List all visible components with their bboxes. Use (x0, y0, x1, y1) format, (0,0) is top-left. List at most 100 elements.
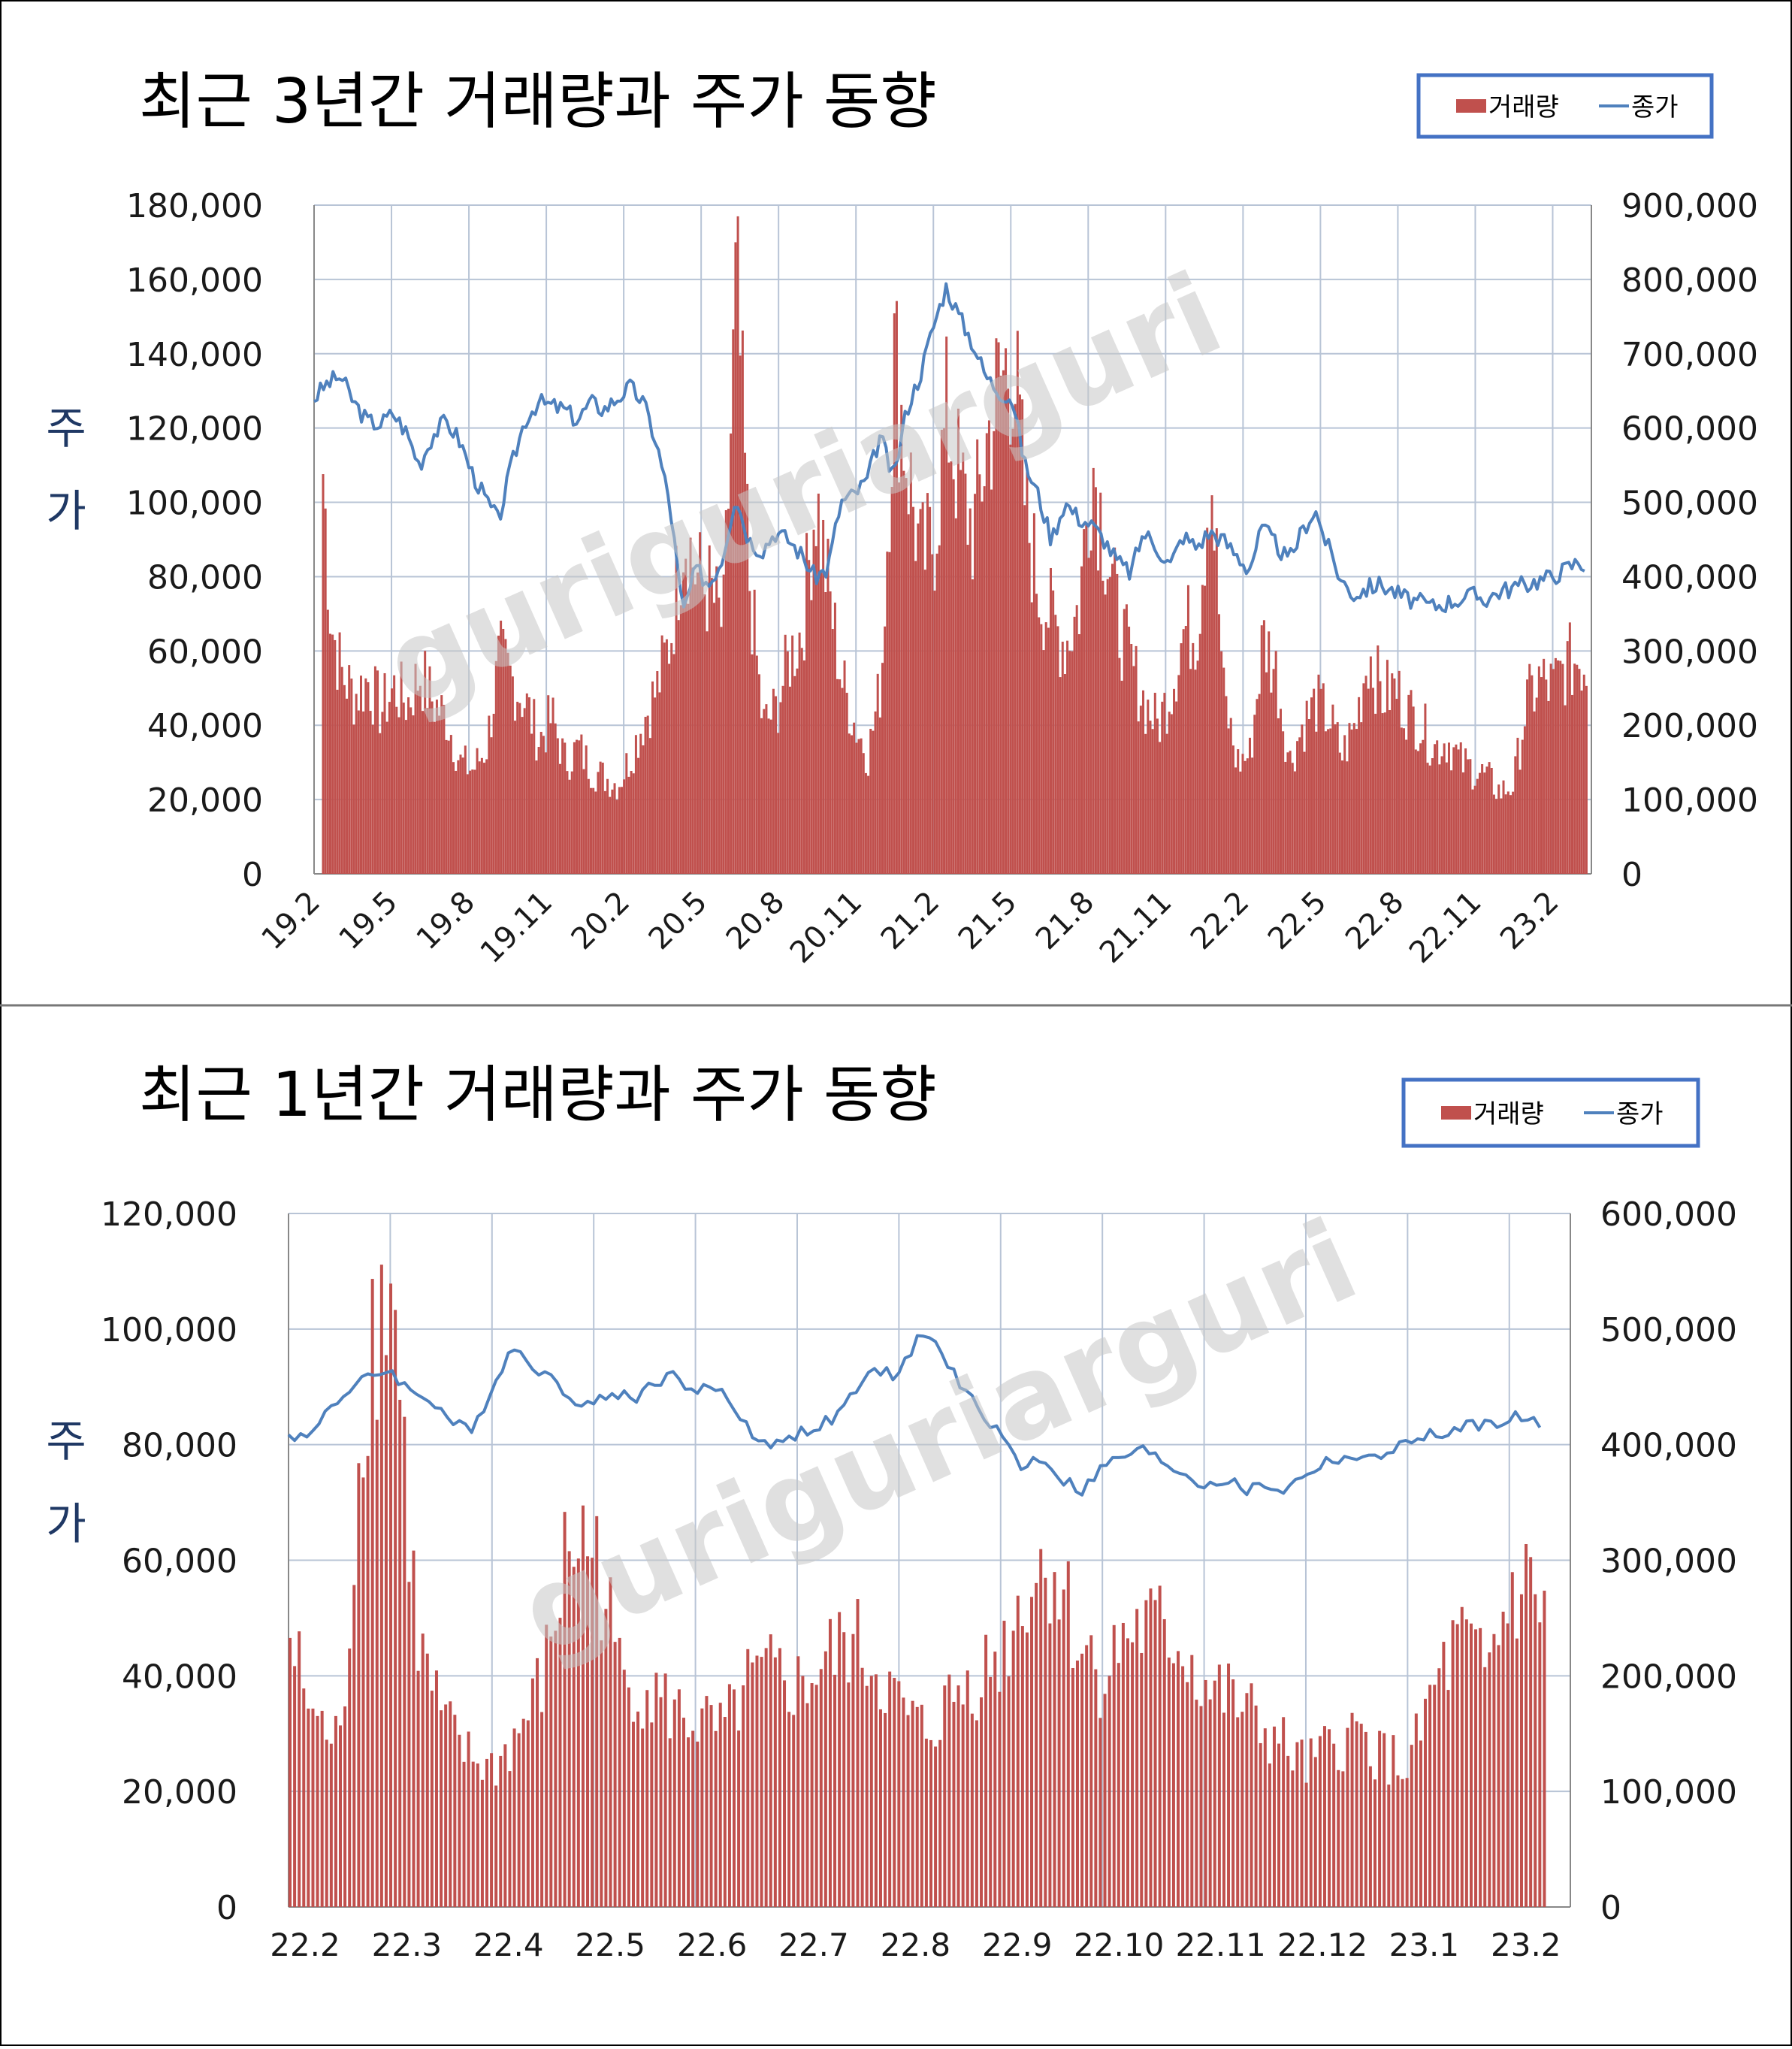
chart1-volume-bar (1350, 729, 1353, 874)
chart2-volume-bar (1479, 1627, 1482, 1907)
chart1-volume-bar (343, 685, 346, 874)
chart2-volume-bar (530, 1678, 534, 1907)
chart2-volume-bar (1263, 1728, 1267, 1907)
chart1-volume-bar (1338, 752, 1341, 874)
chart2-volume-bar (1057, 1619, 1061, 1907)
chart2-volume-bar (1039, 1549, 1043, 1907)
chart1-volume-bar (578, 740, 581, 874)
chart2-volume-bar (361, 1477, 365, 1907)
chart1-volume-bar (435, 700, 438, 874)
chart1-volume-bar (651, 681, 654, 874)
chart1-volume-bar (1526, 679, 1529, 874)
chart1-volume-bar (781, 685, 784, 874)
chart1-volume-bar (364, 678, 367, 874)
chart2-right-tick-label: 600,000 (1600, 1195, 1737, 1234)
chart1-volume-bar (912, 506, 915, 874)
chart1-right-tick-label: 600,000 (1621, 410, 1758, 449)
chart1-volume-bar (644, 717, 647, 874)
chart1-volume-bar (1156, 718, 1159, 874)
chart1-volume-bar (1251, 757, 1254, 874)
chart1-volume-bar (1018, 394, 1021, 874)
chart1-left-tick-label: 160,000 (126, 261, 263, 300)
chart1-volume-bar (1374, 713, 1377, 874)
chart1-volume-bar (1514, 756, 1517, 874)
chart1-volume-bar (1476, 778, 1479, 874)
chart1-volume-bar (1557, 660, 1560, 874)
chart2-volume-bar (604, 1609, 608, 1907)
chart1-volume-bar (952, 479, 955, 874)
chart1-volume-bar (836, 678, 839, 874)
chart2-volume-bar (860, 1667, 864, 1907)
chart1-volume-bar (511, 676, 514, 874)
chart1-volume-bar (1305, 700, 1308, 874)
chart2-volume-bar (1300, 1739, 1304, 1907)
chart2-volume-bar (993, 1652, 997, 1907)
chart1-volume-bar (634, 735, 637, 874)
chart2-volume-bar (1149, 1588, 1153, 1907)
chart2-volume-bar (1364, 1731, 1367, 1907)
chart1-volume-bar (990, 489, 993, 874)
chart2-x-tick-label: 22.6 (677, 1927, 748, 1963)
chart2-volume-bar (480, 1779, 484, 1907)
chart1-volume-bar (1537, 666, 1540, 874)
chart1-volume-bar (1578, 669, 1581, 874)
chart1-volume-bar (1142, 690, 1145, 874)
chart2-volume-bar (823, 1651, 827, 1907)
chart1-volume-bar (443, 705, 446, 874)
chart2-volume-bar (1236, 1717, 1240, 1907)
chart2-volume-bar (462, 1761, 466, 1907)
chart1-volume-bar (490, 737, 493, 874)
chart1-right-tick-label: 500,000 (1621, 485, 1758, 523)
chart1-volume-bar (1348, 723, 1351, 874)
chart1-volume-bar (404, 720, 407, 874)
chart2-volume-bar (934, 1746, 938, 1907)
chart2-volume-bar (897, 1681, 901, 1907)
chart1-volume-bar (1488, 762, 1491, 874)
chart2-volume-bar (421, 1633, 425, 1907)
chart1-volume-bar (334, 639, 337, 874)
chart1-volume-bar (940, 429, 943, 874)
chart2-legend-volume-label: 거래량 (1473, 1099, 1544, 1129)
chart1-volume-bar (352, 724, 355, 874)
chart2-volume-bar (1387, 1785, 1391, 1907)
chart1-volume-bar (1009, 444, 1012, 874)
chart1-volume-bar (449, 735, 452, 874)
chart2-volume-bar (394, 1310, 397, 1907)
chart1-volume-bar (672, 654, 675, 874)
chart2-volume-bar (1337, 1769, 1340, 1907)
chart1-volume-bar (808, 560, 811, 874)
chart1-volume-bar (1246, 758, 1249, 874)
chart1-volume-bar (1237, 749, 1240, 874)
chart1-volume-bar (1438, 764, 1441, 874)
chart1-volume-bar (623, 779, 626, 874)
chart1-ylabel-top: 주 (46, 403, 86, 454)
chart1-volume-bar (929, 506, 932, 874)
chart1-volume-bar (793, 675, 796, 874)
chart1-volume-bar (1114, 547, 1117, 874)
chart1-volume-bar (1052, 590, 1055, 874)
chart1-volume-bar (833, 603, 836, 874)
chart2-volume-bar (691, 1730, 695, 1907)
chart1-volume-bar (1056, 626, 1059, 874)
chart2-volume-bar (494, 1785, 498, 1907)
chart1-volume-bar (1481, 764, 1484, 874)
chart1-volume-bar (997, 342, 1000, 874)
chart2-left-tick-label: 80,000 (122, 1427, 237, 1465)
chart1-volume-bar (1528, 663, 1531, 874)
chart1-ylabel-bottom: 가 (46, 485, 86, 536)
chart1-volume-bar (433, 721, 436, 874)
chart2-volume-bar (1108, 1676, 1111, 1907)
chart1-volume-bar (1286, 752, 1289, 874)
chart2-volume-bar (663, 1673, 667, 1907)
chart1-volume-bar (1521, 739, 1524, 874)
chart1-volume-bar (637, 757, 640, 874)
chart2-volume-bar (1534, 1594, 1537, 1907)
chart2-volume-bar (389, 1283, 393, 1907)
chart1-volume-bar (1398, 670, 1401, 874)
chart2-volume-bar (709, 1705, 713, 1907)
chart1-volume-bar (1071, 651, 1074, 874)
chart1-volume-bar (1322, 683, 1325, 874)
chart1-volume-bar (1383, 712, 1386, 874)
chart1-volume-bar (1028, 542, 1031, 874)
chart1-volume-bar (1163, 693, 1166, 874)
